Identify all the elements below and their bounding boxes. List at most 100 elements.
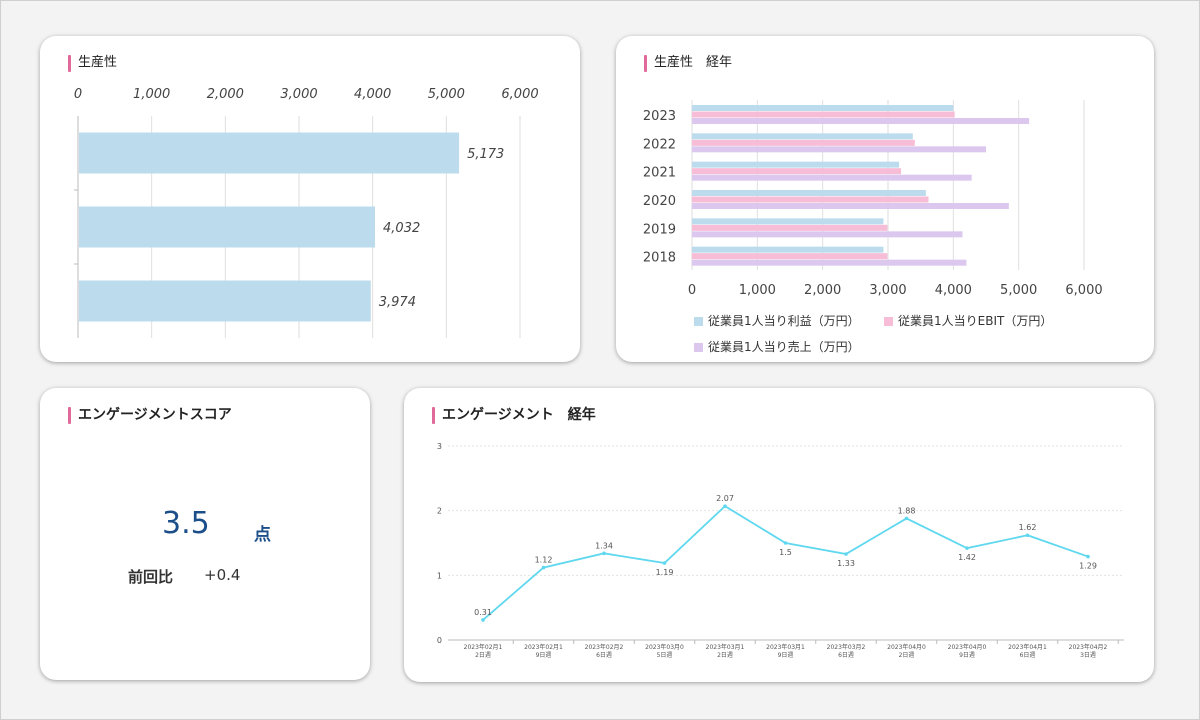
x-tick-label: 6日週 [596,651,612,659]
x-tick-label: 2023年04月0 [948,643,987,651]
x-tick-label: 5日週 [657,651,673,659]
prev-comparison-value: +0.4 [204,566,241,584]
legend-label: 従業員1人当り売上（万円） [708,340,860,354]
x-tick-label: 2日週 [717,651,733,659]
y-tick-label: 2022 [643,137,676,152]
bar [692,133,913,140]
data-point [602,551,606,556]
y-tick-label: 1 [437,571,442,580]
bar-value-label: 5,173 [467,147,504,162]
data-point [783,541,788,545]
y-tick-label: 2020 [643,194,676,209]
data-label: 1.42 [958,553,976,562]
prev-comparison-label: 前回比 [128,568,174,586]
data-point [662,561,667,565]
data-point [723,504,727,508]
x-tick-label: 5,000 [1000,283,1037,298]
bar [692,190,926,196]
legend-swatch [694,343,703,352]
productivity-chart: 0 1,000 2,000 3,000 4,000 5,000 6,000 5,173 4,03… [74,87,539,338]
x-tick-label: 6日週 [838,651,854,659]
x-tick-label: 6,000 [501,87,538,102]
data-point [844,552,848,556]
engagement-score-card: エンゲージメントスコア 3.5 点 前回比 +0.4 [40,388,370,680]
legend-item-profit: 従業員1人当り利益（万円） [694,312,860,329]
bar [692,259,967,266]
x-tick-label: 9日週 [959,651,975,659]
engagement-trend-title: エンゲージメント 経年 [432,406,596,424]
legend-label: 従業員1人当り利益（万円） [708,314,860,328]
data-point [904,516,909,521]
y-tick-label: 3 [437,442,442,451]
bar [692,224,888,231]
bar [692,196,929,203]
x-tick-label: 2023年03月0 [645,643,684,651]
legend-item-sales: 従業員1人当り売上（万円） [694,338,860,355]
x-tick-label: 2023年04月0 [887,643,926,651]
data-label: 0.31 [474,608,492,617]
bar [79,206,376,248]
engagement-trend-card: エンゲージメント 経年 0 1 2 3 0.31 2023年02月1 2日週 1.12 2023… [404,388,1154,682]
data-label: 1.88 [898,506,916,515]
x-tick-label: 5,000 [428,87,465,102]
x-tick-label: 2023年02月2 [585,643,624,651]
x-tick-label: 2日週 [475,651,491,659]
bar [692,111,955,118]
series-line [482,505,1089,621]
x-tick-label: 3,000 [280,87,317,102]
data-label: 1.29 [1079,562,1097,571]
bar [692,174,972,181]
x-tick-label: 4,000 [354,87,391,102]
bar [692,146,986,153]
x-tick-label: 2023年04月1 [1008,643,1047,651]
bar [692,139,915,146]
bar-value-label: 4,032 [383,221,420,236]
bar [692,118,1030,124]
bar [692,246,884,253]
engagement-score-title: エンゲージメントスコア [68,406,232,424]
data-label: 1.19 [656,568,674,577]
x-tick-label: 6日週 [1020,651,1036,659]
legend-item-ebit: 従業員1人当りEBIT（万円） [884,312,1052,329]
bar [692,161,900,168]
legend-label: 従業員1人当りEBIT（万円） [898,314,1053,328]
legend-swatch [694,317,703,326]
x-tick-label: 2日週 [899,651,915,659]
data-label: 1.33 [837,559,855,568]
bar [692,168,902,175]
bar [79,132,460,174]
productivity-card: 生産性 0 1,000 2,000 3,000 4,000 5,000 6,000 5,173… [40,36,580,362]
data-label: 1.62 [1019,523,1037,532]
data-point [1025,533,1030,538]
data-label: 2.07 [716,494,734,503]
bar [692,105,954,111]
x-tick-label: 6,000 [1065,283,1102,298]
bar [692,253,888,260]
x-tick-label: 2023年03月1 [706,643,745,651]
y-tick-label: 0 [437,636,442,645]
x-tick-label: 9日週 [778,651,794,659]
y-tick-label: 2018 [643,251,676,266]
y-tick-label: 2023 [643,109,676,124]
x-tick-label: 2,000 [804,283,841,298]
x-tick-label: 0 [74,87,82,102]
bar [692,218,884,225]
x-tick-label: 1,000 [739,283,776,298]
x-tick-label: 2023年02月1 [464,643,503,651]
bar [692,231,963,238]
x-tick-label: 0 [688,283,696,298]
data-point [481,618,485,622]
y-tick-label: 2 [437,507,442,516]
engagement-score-value: 3.5 [162,506,210,541]
x-tick-label: 4,000 [935,283,972,298]
productivity-trend-title: 生産性 経年 [644,54,732,72]
bar [79,280,371,322]
data-label: 1.12 [535,556,553,565]
x-tick-label: 3日週 [1080,651,1096,659]
data-point [965,546,969,550]
data-label: 1.5 [779,548,792,557]
productivity-trend-card: 生産性 経年 0 1,000 2,000 3,000 4,000 5,000 6,000 20… [616,36,1154,362]
engagement-trend-chart: 01230.312023年02月12日週1.122023年02月19日週1.34… [437,442,1124,659]
y-tick-label: 2021 [643,166,676,181]
data-point [541,565,546,570]
